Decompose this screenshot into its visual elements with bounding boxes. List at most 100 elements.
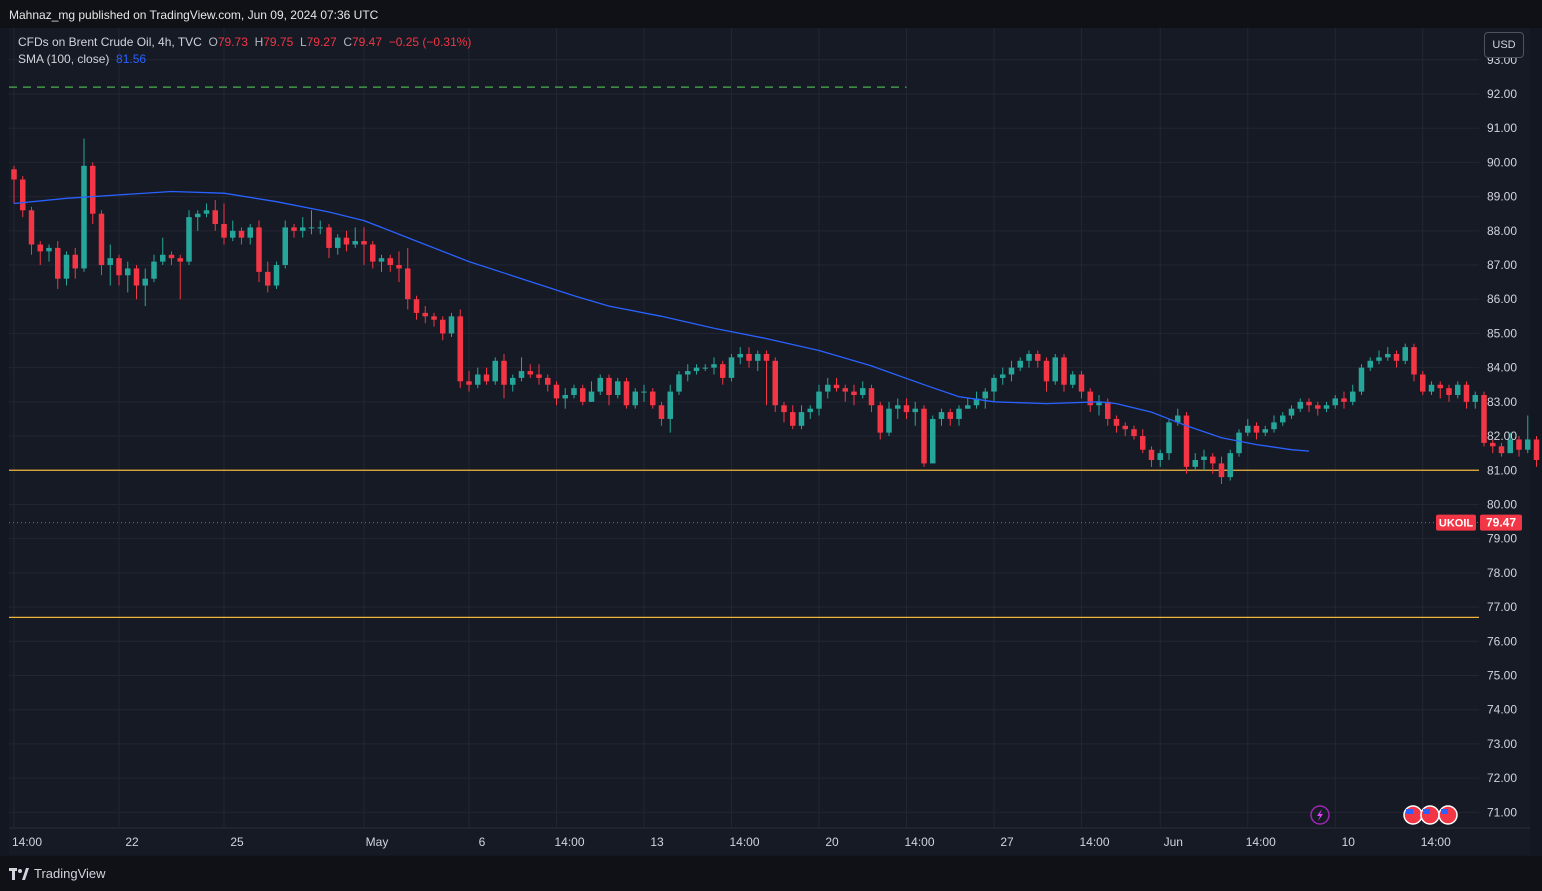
price-levels (9, 86, 1479, 618)
candle (1043, 357, 1050, 392)
candle (1315, 401, 1321, 416)
candle (1525, 415, 1531, 454)
candle (361, 227, 367, 266)
candle (772, 357, 778, 413)
candle (886, 401, 892, 437)
candle (553, 381, 560, 406)
candle (335, 234, 341, 255)
candle (370, 241, 376, 269)
candle (1183, 412, 1190, 474)
candle (1385, 347, 1391, 361)
candle (28, 206, 35, 255)
candle (203, 203, 210, 218)
open-label: O (208, 35, 218, 49)
candle (1078, 371, 1085, 399)
price-tick-label: 84.00 (1487, 361, 1517, 375)
candle (1227, 449, 1233, 481)
candle (825, 377, 831, 399)
chart-frame[interactable] (9, 28, 1530, 855)
candle (387, 254, 393, 272)
time-axis: 14:00 22 25 May 6 14:00 13 14:00 20 14:00 27 14:00 J… (9, 827, 1530, 849)
candle (168, 251, 175, 266)
price-tick-label: 85.00 (1487, 326, 1517, 340)
candle (55, 241, 61, 289)
candle (352, 227, 358, 248)
candle (1323, 401, 1330, 413)
candle (527, 364, 533, 378)
us-flag-icon[interactable] (1403, 805, 1458, 825)
candle (1533, 436, 1540, 467)
candle (308, 210, 315, 235)
candle (1210, 453, 1216, 474)
candle (938, 408, 945, 426)
candle (1420, 371, 1426, 396)
candle (1026, 350, 1032, 368)
candle (842, 384, 848, 402)
bottom-bar (0, 856, 1542, 891)
price-tags: UKOIL 79.47 (1436, 514, 1522, 531)
candle (790, 405, 796, 430)
candle (991, 374, 997, 402)
last-price-value: 79.47 (1486, 516, 1516, 530)
candle (405, 247, 411, 310)
candle (1472, 391, 1478, 409)
candle (1131, 425, 1137, 440)
candle (1262, 425, 1268, 437)
candle (107, 244, 113, 286)
price-tick-label: 77.00 (1487, 600, 1517, 614)
candle (1148, 446, 1155, 467)
top-bar (0, 0, 1542, 28)
close-value: 79.47 (352, 35, 383, 49)
candle (1437, 381, 1443, 399)
grid (9, 28, 1479, 827)
candle (1332, 395, 1338, 409)
candle (1428, 381, 1435, 396)
tradingview-logo[interactable]: TradingView (9, 866, 106, 881)
candle (912, 401, 918, 426)
candle (930, 415, 936, 464)
candle (343, 230, 350, 252)
candle (247, 223, 253, 245)
candle (562, 388, 568, 409)
candle (1463, 381, 1470, 409)
candle (1236, 429, 1242, 457)
candle (1087, 388, 1093, 413)
time-tick-label: 20 (825, 835, 839, 849)
candle (693, 364, 700, 375)
candle (326, 223, 332, 259)
price-tick-label: 76.00 (1487, 634, 1517, 648)
time-tick-label: 14:00 (904, 835, 934, 849)
candle (501, 353, 507, 399)
price-tick-label: 75.00 (1487, 668, 1517, 682)
candle (877, 401, 883, 440)
currency-button[interactable]: USD (1484, 32, 1524, 58)
candle (676, 371, 682, 396)
candle (133, 265, 140, 300)
candle (1166, 418, 1172, 460)
candle (431, 312, 437, 327)
low-label: L (299, 35, 307, 49)
change-value: −0.25 (−0.31%) (388, 35, 472, 49)
candle (125, 261, 131, 293)
price-tick-label: 72.00 (1487, 771, 1517, 785)
flash-icon[interactable] (1310, 805, 1330, 825)
candle (1008, 360, 1015, 382)
time-tick-label: Jun (1164, 835, 1183, 849)
price-tick-label: 82.00 (1487, 429, 1517, 443)
time-tick-label: 14:00 (12, 835, 42, 849)
price-tick-label: 71.00 (1487, 805, 1517, 819)
candle (860, 381, 866, 399)
candle (1253, 422, 1260, 440)
candle (1070, 371, 1076, 389)
candle (230, 220, 236, 242)
price-tick-label: 74.00 (1487, 703, 1517, 717)
price-tick-label: 92.00 (1487, 87, 1517, 101)
candle (186, 210, 192, 266)
candle (1507, 432, 1513, 454)
candle (781, 401, 787, 423)
legend-sma-row: SMA (100, close) 81.56 (18, 51, 471, 68)
candle (1367, 357, 1373, 372)
candle (11, 165, 17, 204)
candle (1446, 384, 1452, 402)
